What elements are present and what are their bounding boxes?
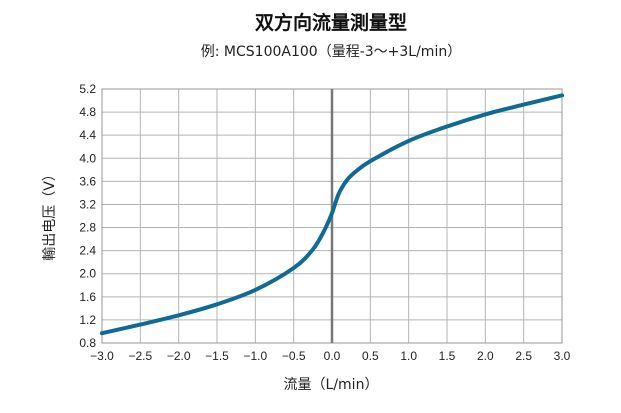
y-tick-label: 2.8 [79, 221, 96, 235]
x-tick-label: 0.5 [362, 349, 379, 363]
y-tick-label: 1.6 [79, 290, 96, 304]
y-axis-ticks: 5.2 4.8 4.4 4.0 3.6 3.2 2.8 2.4 2.0 1.6 1.2 0.8 [79, 82, 96, 350]
x-tick-label: −1.5 [205, 349, 229, 363]
x-axis-label: 流量（L/min） [284, 377, 379, 393]
chart-title: 双方向流量測量型 [255, 11, 407, 34]
x-axis-ticks: −3.0 −2.5 −2.0 −1.5 −1.0 −0.5 0.0 0.5 1.0 1.5 2.0 2… [90, 349, 571, 363]
x-tick-label: 2.5 [515, 349, 532, 363]
y-tick-label: 0.8 [79, 336, 96, 350]
x-tick-label: 3.0 [554, 349, 571, 363]
chart-subtitle: 例: MCS100A100（量程-3〜+3L/min） [201, 44, 461, 60]
y-tick-label: 4.8 [79, 105, 96, 119]
y-axis-label: 輸出电压（V） [42, 167, 58, 261]
x-tick-label: −0.5 [282, 349, 306, 363]
y-tick-label: 2.0 [79, 267, 96, 281]
x-tick-label: −3.0 [90, 349, 114, 363]
y-tick-label: 4.0 [79, 151, 96, 165]
y-tick-label: 1.2 [79, 313, 96, 327]
x-tick-label: 0.0 [324, 349, 341, 363]
x-tick-label: 2.0 [477, 349, 494, 363]
y-tick-label: 3.2 [79, 197, 96, 211]
y-tick-label: 5.2 [79, 82, 96, 96]
output-voltage-curve [100, 93, 564, 336]
grid [101, 88, 563, 344]
x-tick-label: −2.5 [128, 349, 152, 363]
series-group [100, 93, 564, 336]
y-tick-label: 2.4 [79, 244, 96, 258]
x-tick-label: 1.5 [439, 349, 456, 363]
x-tick-label: 1.0 [400, 349, 417, 363]
y-tick-label: 4.4 [79, 128, 96, 142]
x-tick-label: −2.0 [167, 349, 191, 363]
y-tick-label: 3.6 [79, 174, 96, 188]
x-tick-label: −1.0 [243, 349, 267, 363]
